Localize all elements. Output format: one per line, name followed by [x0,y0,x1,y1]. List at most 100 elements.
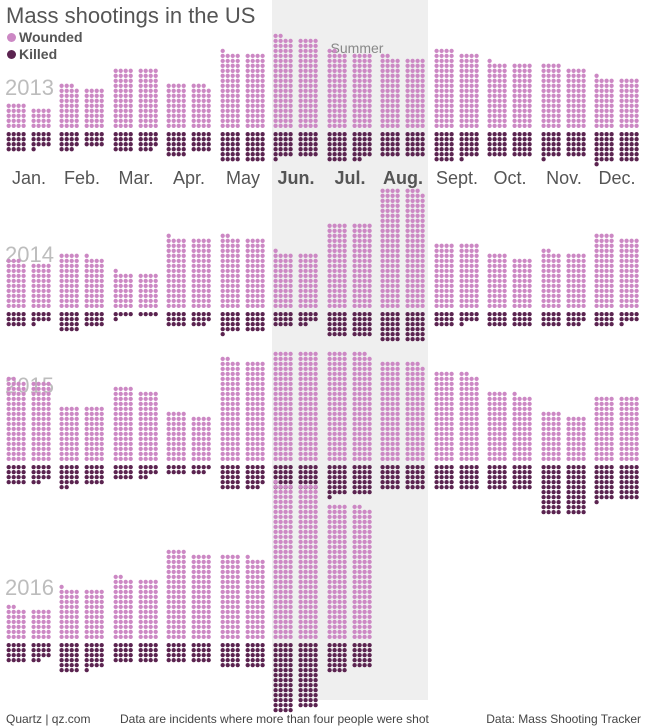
wounded-dot [337,123,342,128]
wounded-dot [546,63,551,68]
killed-dot [449,152,454,157]
wounded-dot [502,293,507,299]
wounded-dot [556,426,561,432]
wounded-dot [390,411,395,417]
wounded-dot [546,113,551,118]
wounded-dot [166,303,171,309]
wounded-dot [502,446,507,452]
wounded-dot [288,268,293,274]
wounded-dot [118,411,123,417]
wounded-dot [255,451,260,457]
killed-dot [69,469,74,475]
wounded-dot [191,456,196,462]
wounded-dot [260,293,265,299]
wounded-dot [576,73,581,78]
wounded-dot [46,298,51,304]
wounded-dot [11,108,16,113]
wounded-dot [551,273,556,279]
wounded-dot [201,238,206,243]
wounded-dot [166,421,171,427]
wounded-dot [36,386,41,392]
wounded-dot [594,278,599,284]
killed-dot [59,469,64,475]
killed-dot [571,132,576,137]
killed-dot [31,321,36,327]
wounded-dot [171,103,176,108]
killed-dot [444,321,449,327]
wounded-dot [576,118,581,123]
wounded-dot [357,371,362,377]
wounded-dot [444,436,449,442]
wounded-dot [464,446,469,452]
wounded-dot [362,58,367,64]
wounded-dot [166,426,171,432]
wounded-dot [390,238,395,243]
wounded-dot [176,411,181,417]
summer-label: Summer [331,40,384,56]
wounded-dot [576,441,581,447]
killed-dot [230,484,235,490]
wounded-dot [551,263,556,269]
wounded-dot [36,411,41,417]
wounded-dot [357,303,362,309]
wounded-dot [342,366,347,372]
wounded-dot [206,268,211,274]
wounded-dot [94,108,99,113]
wounded-dot [230,53,235,59]
wounded-dot [502,78,507,83]
wounded-dot [308,123,313,128]
wounded-dot [327,293,332,299]
killed-dot [123,147,128,152]
wounded-dot [11,258,16,264]
killed-dot [288,142,293,147]
wounded-dot [206,436,211,442]
wounded-dot [220,361,225,367]
wounded-dot [273,456,278,462]
wounded-dot [474,88,479,93]
wounded-dot [474,263,479,269]
wounded-dot [619,243,624,248]
wounded-dot [357,391,362,397]
wounded-dot [546,83,551,88]
wounded-dot [405,83,410,88]
killed-dot [342,132,347,137]
wounded-dot [352,431,357,437]
wounded-dot [517,263,522,269]
wounded-dot [624,253,629,258]
wounded-dot [517,396,522,402]
wounded-dot [434,293,439,299]
killed-dot [390,132,395,137]
killed-dot [342,147,347,152]
wounded-dot [444,386,449,392]
wounded-dot [434,386,439,392]
wounded-dot [395,218,400,223]
wounded-dot [342,441,347,447]
killed-dot [94,316,99,322]
wounded-dot [313,293,318,299]
wounded-dot [517,88,522,93]
wounded-dot [337,371,342,377]
wounded-dot [449,98,454,103]
killed-dot [357,469,362,475]
wounded-dot [420,63,425,68]
wounded-dot [459,426,464,432]
wounded-dot [415,223,420,228]
wounded-dot [113,108,118,113]
wounded-dot [604,288,609,294]
wounded-dot [487,396,492,402]
wounded-dot [245,93,250,98]
killed-dot [313,316,318,322]
wounded-dot [16,283,21,289]
wounded-dot [171,113,176,118]
wounded-dot [166,243,171,248]
wounded-dot [99,416,104,422]
wounded-dot [444,113,449,118]
killed-dot [327,331,332,337]
wounded-dot [166,253,171,258]
wounded-dot [128,278,133,284]
wounded-dot [464,401,469,407]
wounded-dot [16,258,21,264]
wounded-dot [31,268,36,274]
wounded-dot [367,118,372,123]
wounded-dot [492,456,497,462]
